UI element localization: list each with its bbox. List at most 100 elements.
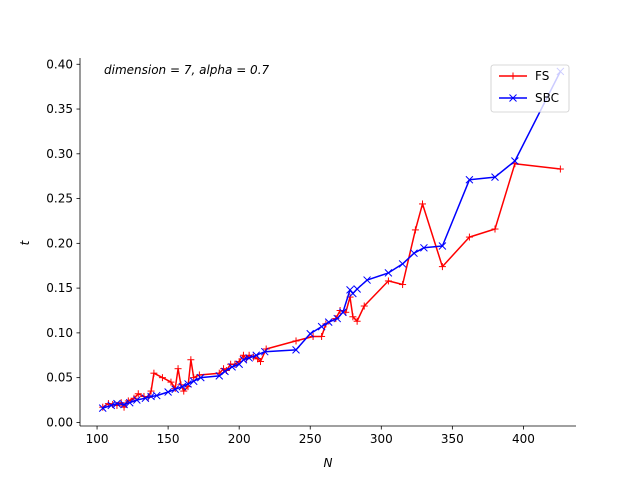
marker-stroke <box>189 377 198 386</box>
marker-stroke <box>260 347 269 356</box>
data-point-sbc <box>228 363 236 371</box>
y-tick-label: 0.00 <box>46 415 73 429</box>
data-point-fs <box>180 387 188 395</box>
data-point-fs <box>336 306 344 314</box>
data-point-sbc <box>184 380 192 388</box>
data-point-sbc <box>107 401 116 410</box>
data-point-sbc <box>465 175 474 184</box>
data-point-fs <box>465 233 473 241</box>
y-tick-label: 0.35 <box>46 102 73 116</box>
marker-stroke <box>107 401 116 410</box>
marker-stroke <box>171 385 180 394</box>
data-point-fs <box>399 281 407 289</box>
marker-stroke <box>317 322 326 331</box>
data-point-sbc <box>410 249 418 258</box>
data-point-sbc <box>333 314 342 323</box>
data-point-fs <box>292 337 300 345</box>
x-tick-label: 250 <box>299 432 322 446</box>
data-point-sbc <box>120 400 128 409</box>
data-point-fs <box>134 390 142 398</box>
data-point-sbc <box>239 355 248 364</box>
data-point-sbc <box>215 372 224 380</box>
data-point-sbc <box>420 243 428 252</box>
legend-item-fs: FS <box>499 69 549 83</box>
marker-stroke <box>292 346 300 354</box>
marker-stroke <box>410 249 418 258</box>
x-tick-label: 300 <box>370 432 393 446</box>
legend-marker-sbc <box>509 94 517 102</box>
data-point-sbc <box>491 173 499 181</box>
marker-stroke <box>221 367 229 376</box>
data-point-sbc <box>363 276 371 284</box>
series-line-sbc <box>102 71 562 409</box>
y-tick-label: 0.10 <box>46 326 73 340</box>
x-axis-label: N <box>324 456 333 470</box>
marker-stroke <box>333 314 342 323</box>
data-point-sbc <box>171 385 180 394</box>
data-point-fs <box>220 365 228 373</box>
plot-area <box>98 67 565 412</box>
marker-stroke <box>98 404 107 412</box>
y-tick-label: 0.15 <box>46 281 73 295</box>
data-point-sbc <box>353 285 361 293</box>
x-tick-label: 200 <box>228 432 251 446</box>
marker-stroke <box>141 394 150 403</box>
legend-label-sbc: SBC <box>535 91 559 105</box>
data-point-sbc <box>221 367 229 376</box>
marker-stroke <box>252 351 261 360</box>
data-point-fs <box>349 313 357 321</box>
data-point-fs <box>167 378 175 386</box>
data-point-fs <box>195 371 203 379</box>
data-point-fs <box>147 387 155 395</box>
marker-stroke <box>324 318 333 326</box>
data-point-sbc <box>252 351 261 360</box>
marker-stroke <box>184 380 192 388</box>
data-point-sbc <box>511 157 519 165</box>
marker-stroke <box>509 94 517 102</box>
x-tick-label: 100 <box>86 432 109 446</box>
y-tick-label: 0.20 <box>46 236 73 250</box>
data-point-fs <box>158 374 166 382</box>
data-point-sbc <box>398 260 407 268</box>
data-point-sbc <box>196 373 205 382</box>
y-tick-label: 0.25 <box>46 192 73 206</box>
marker-stroke <box>178 382 187 391</box>
marker-stroke <box>353 285 361 293</box>
series-line-fs <box>102 162 561 408</box>
data-point-sbc <box>125 398 134 407</box>
data-point-sbc <box>292 346 300 354</box>
legend-label-fs: FS <box>535 69 549 83</box>
data-point-sbc <box>260 347 269 356</box>
data-point-sbc <box>346 286 354 294</box>
data-point-sbc <box>324 318 333 326</box>
data-point-fs <box>187 356 195 364</box>
legend-item-sbc: SBC <box>499 91 559 105</box>
marker-stroke <box>215 372 224 380</box>
data-point-fs <box>556 165 564 173</box>
data-point-sbc <box>113 399 121 408</box>
data-point-sbc <box>384 269 393 277</box>
chart-annotation: dimension = 7, alpha = 0.7 <box>104 63 270 77</box>
marker-stroke <box>196 373 205 382</box>
marker-stroke <box>346 286 354 294</box>
y-tick-label: 0.30 <box>46 147 73 161</box>
axes: 100 150 200 250 300 350 400 0.00 0.05 0.10 0.15 0.2… <box>46 57 576 446</box>
data-point-fs <box>360 302 368 310</box>
marker-stroke <box>245 354 253 362</box>
marker-stroke <box>125 398 134 407</box>
data-point-fs <box>419 200 427 208</box>
data-point-sbc <box>245 354 253 362</box>
data-point-sbc <box>306 329 315 338</box>
data-point-fs <box>318 332 326 340</box>
data-point-sbc <box>164 388 172 396</box>
marker-stroke <box>120 400 128 409</box>
marker-stroke <box>465 175 474 184</box>
data-point-sbc <box>132 396 141 404</box>
y-tick-label: 0.40 <box>46 57 73 71</box>
legend: FS SBC <box>490 64 570 113</box>
x-tick-label: 400 <box>512 432 535 446</box>
data-point-sbc <box>339 308 347 317</box>
marker-stroke <box>147 392 155 401</box>
data-point-sbc <box>438 242 447 250</box>
data-point-sbc <box>317 322 326 331</box>
